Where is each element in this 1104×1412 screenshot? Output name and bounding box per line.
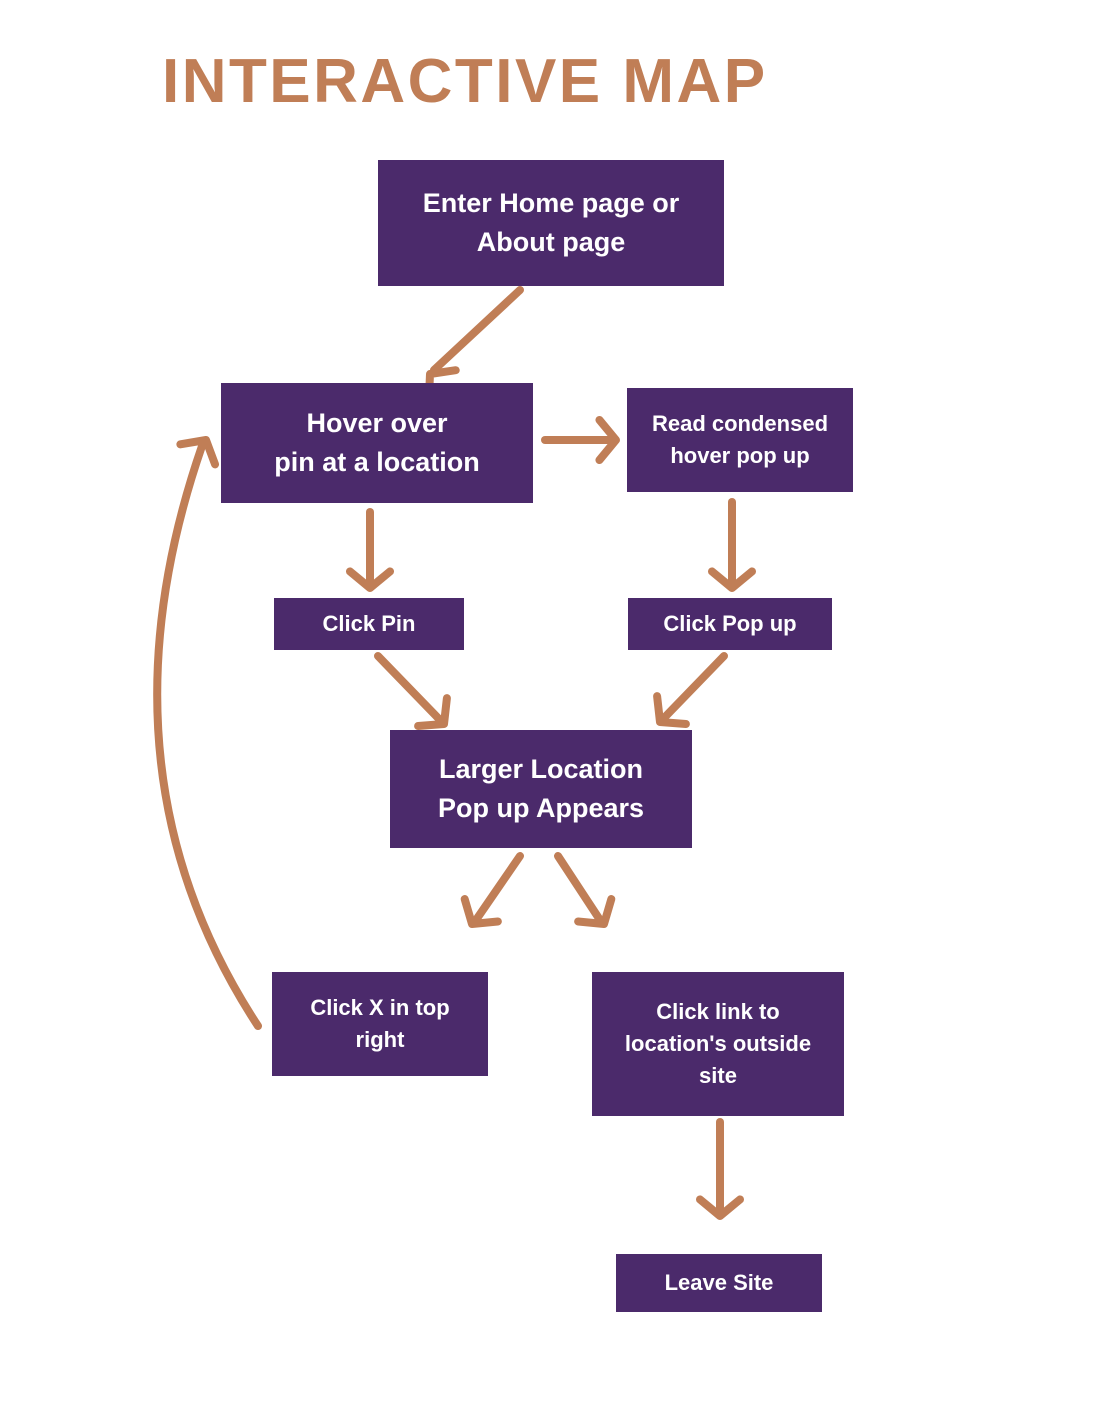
flow-node-hover: Hover overpin at a location <box>221 383 533 503</box>
flow-node-clicklink: Click link tolocation's outsidesite <box>592 972 844 1116</box>
flow-node-clickpopup: Click Pop up <box>628 598 832 650</box>
page-title: INTERACTIVE MAP <box>162 46 768 117</box>
flow-node-enter: Enter Home page orAbout page <box>378 160 724 286</box>
flow-node-larger: Larger LocationPop up Appears <box>390 730 692 848</box>
flow-node-clickx: Click X in topright <box>272 972 488 1076</box>
flow-node-leave: Leave Site <box>616 1254 822 1312</box>
flow-node-read: Read condensedhover pop up <box>627 388 853 492</box>
flow-node-clickpin: Click Pin <box>274 598 464 650</box>
